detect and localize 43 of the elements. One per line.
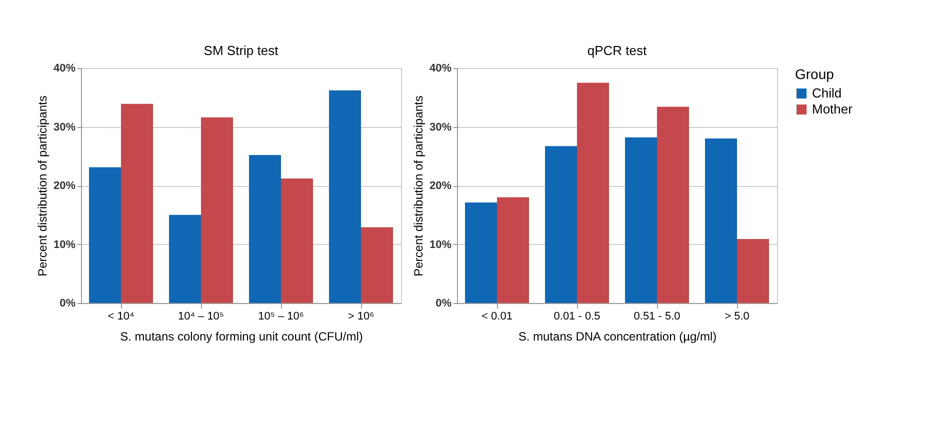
- bar: [465, 202, 497, 303]
- x-tick-label: 10⁵ – 10⁶: [258, 310, 304, 322]
- bar: [281, 178, 313, 303]
- bar: [121, 104, 153, 303]
- x-tick-label: < 10⁴: [108, 310, 134, 322]
- y-tick-label: 30%: [429, 121, 452, 134]
- bar: [657, 106, 689, 303]
- bar: [625, 137, 657, 303]
- x-tick-label: 0.51 - 5.0: [634, 310, 680, 322]
- y-tick-label: 40%: [53, 62, 76, 74]
- y-tick-label: 20%: [53, 180, 76, 192]
- bar: [201, 117, 233, 303]
- y-tick-label: 20%: [429, 180, 452, 192]
- y-axis-title: Percent distribution of participants: [411, 96, 426, 276]
- bar: [361, 227, 393, 303]
- x-axis-title: S. mutans colony forming unit count (CFU/ml): [120, 330, 363, 344]
- x-tick-label: 0.01 - 0.5: [554, 310, 600, 322]
- legend-title: Group: [795, 66, 834, 82]
- x-tick-label: > 5.0: [724, 310, 750, 322]
- bar: [545, 146, 577, 303]
- bar: [705, 138, 737, 303]
- y-axis-title: Percent distribution of participants: [35, 96, 50, 276]
- bar: [329, 90, 361, 303]
- bar: [249, 154, 281, 303]
- x-tick-label: < 0.01: [482, 310, 512, 322]
- x-tick-label: 10⁴ – 10⁵: [178, 310, 224, 322]
- bar: [169, 214, 201, 303]
- y-tick-label: 0%: [436, 298, 452, 310]
- y-tick-label: 10%: [53, 238, 76, 251]
- x-tick-label: > 10⁶: [348, 310, 374, 322]
- y-tick-label: 0%: [60, 298, 76, 310]
- bar: [577, 82, 609, 303]
- bar: [737, 238, 769, 303]
- chart-title: SM Strip test: [204, 43, 279, 58]
- bar: [89, 167, 121, 303]
- y-tick-label: 10%: [429, 238, 452, 251]
- chart-title: qPCR test: [587, 43, 648, 58]
- legend-label: Child: [812, 86, 842, 100]
- y-tick-label: 40%: [429, 62, 452, 74]
- x-axis-title: S. mutans DNA concentration (µg/ml): [518, 330, 717, 344]
- y-tick-label: 30%: [53, 121, 76, 134]
- bar: [497, 197, 529, 303]
- legend-label: Mother: [812, 102, 854, 116]
